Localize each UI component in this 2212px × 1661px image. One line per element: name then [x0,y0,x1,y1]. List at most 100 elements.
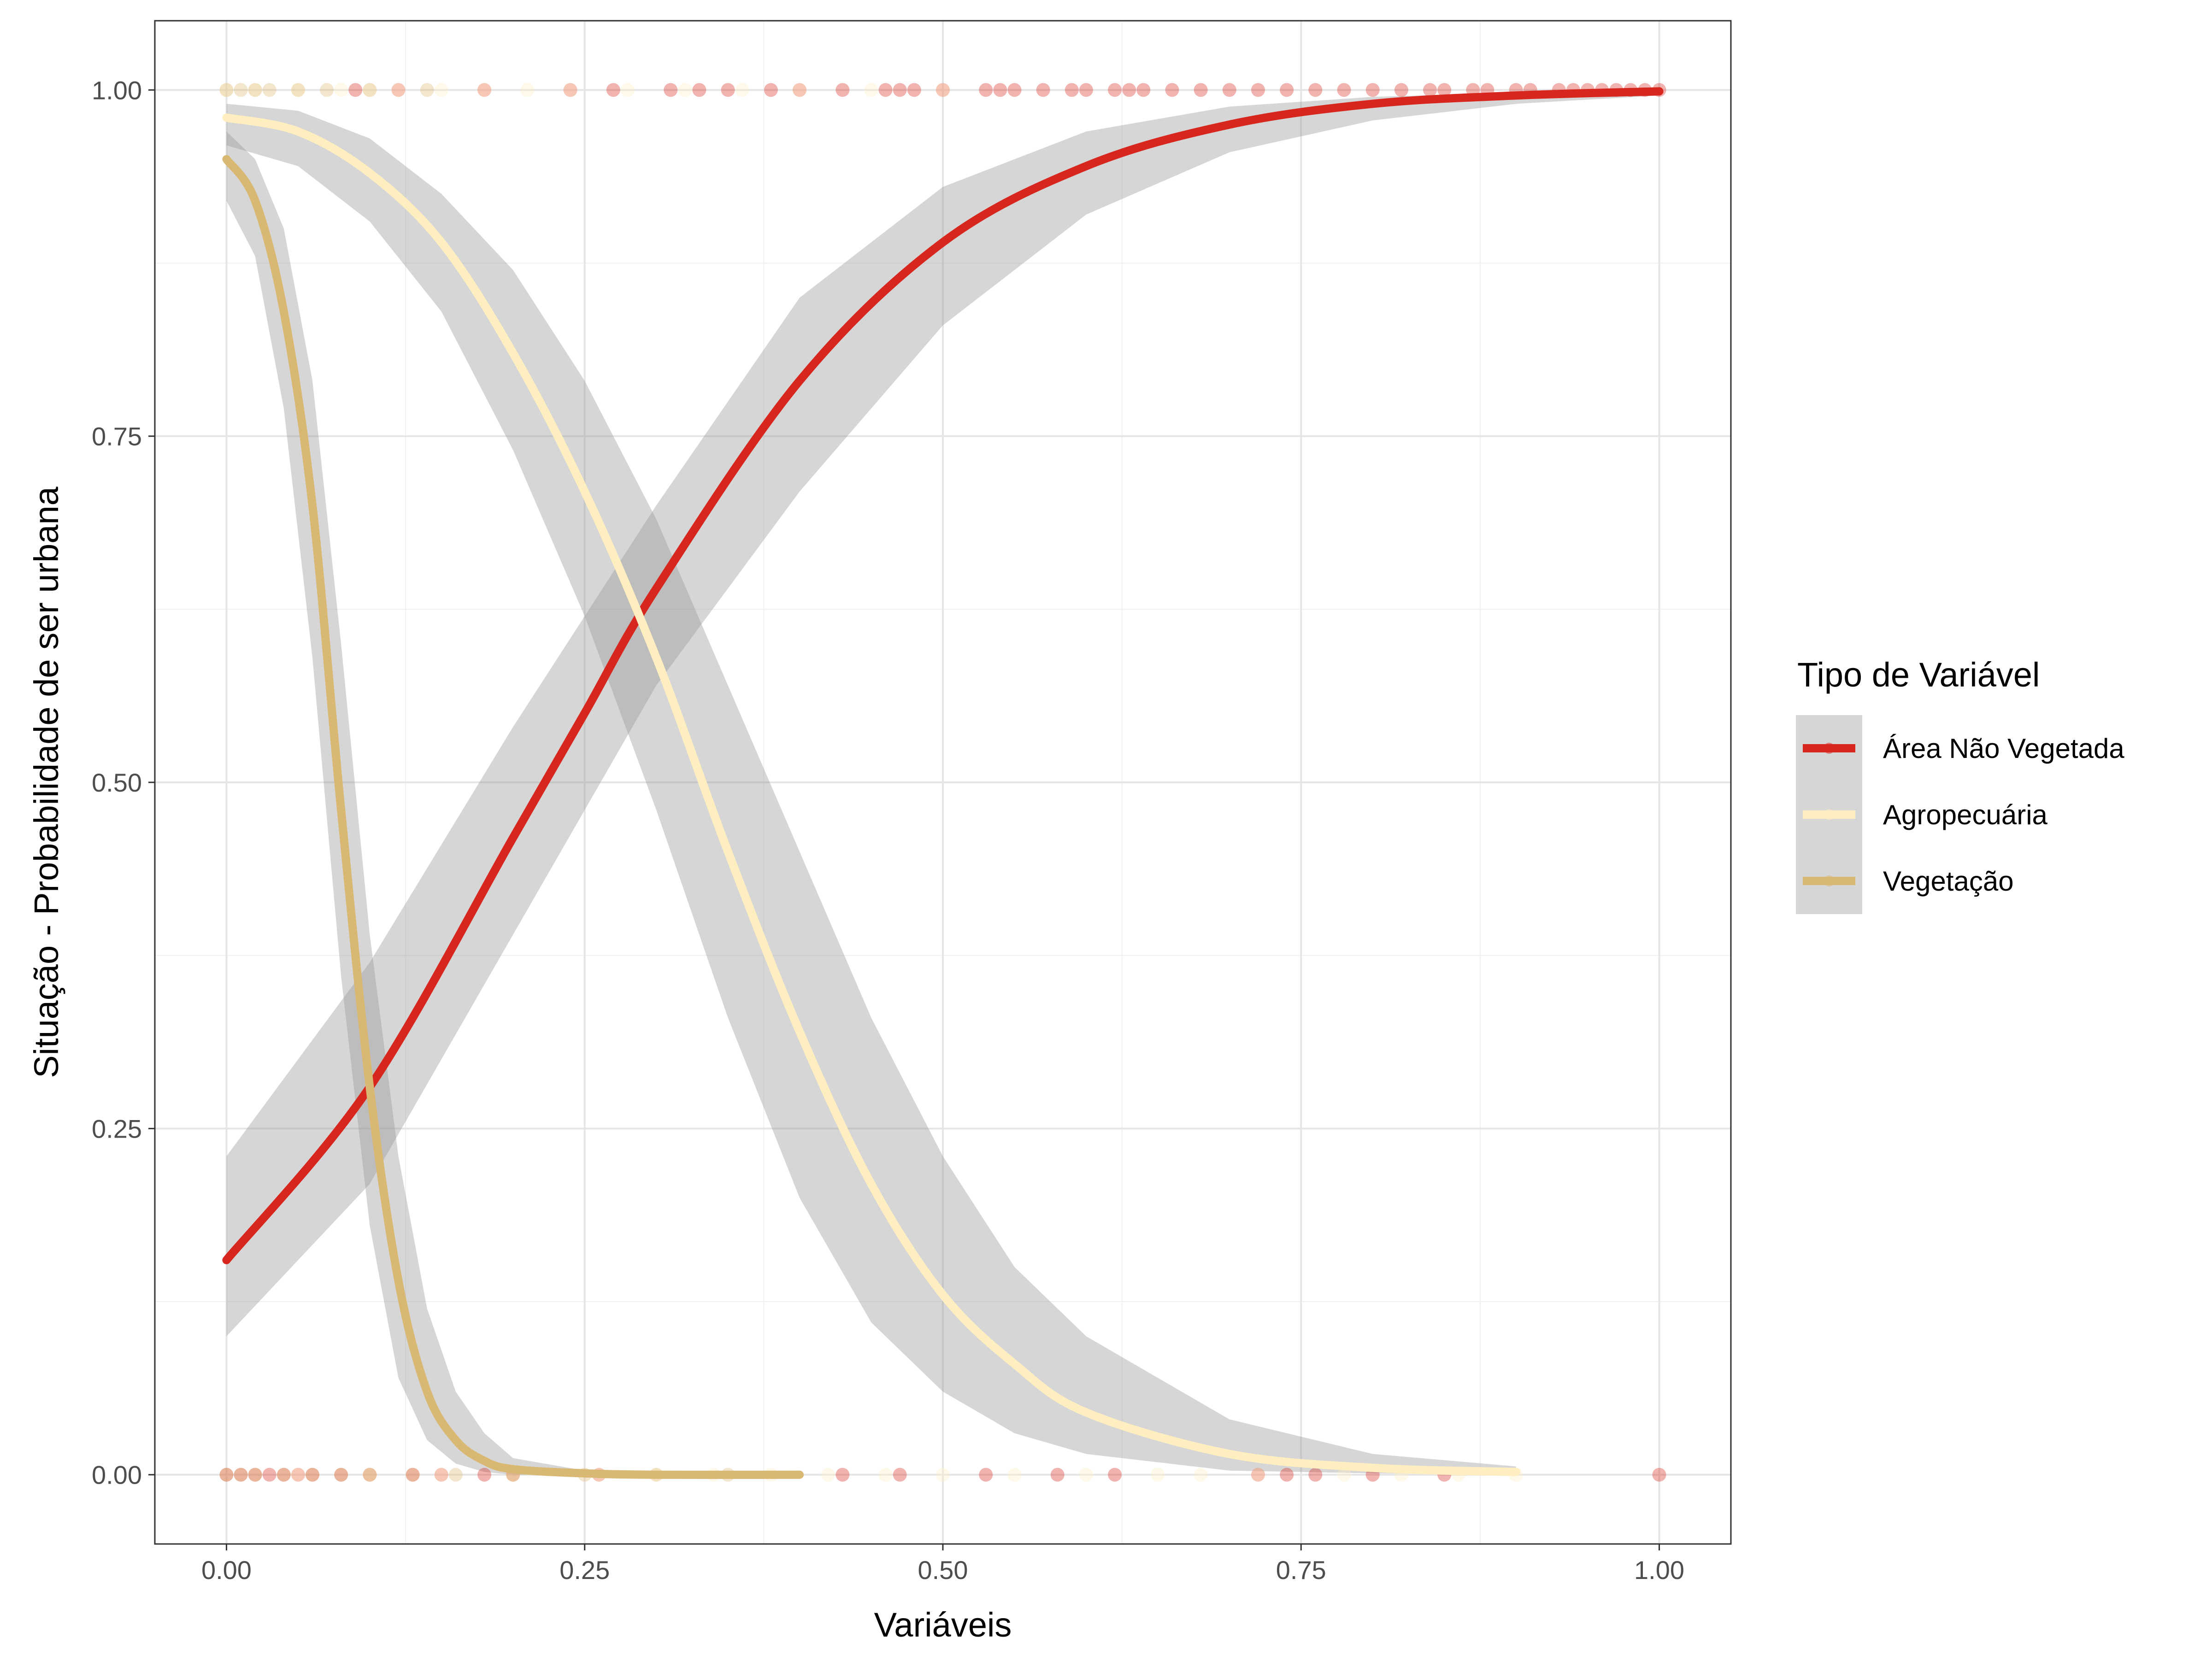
data-point [878,1467,893,1482]
data-point [1151,1467,1165,1482]
data-point [878,83,893,97]
series-line [222,113,1520,1476]
data-point [563,83,577,97]
legend-label: Área Não Vegetada [1883,733,2124,764]
data-point [219,1467,234,1482]
data-point [363,83,377,97]
data-point [363,1467,377,1482]
data-point [907,83,921,97]
data-point [334,1467,348,1482]
data-point [363,83,377,97]
data-point [291,83,305,97]
data-point [1251,1467,1265,1482]
data-point [320,83,334,97]
x-tick-label: 0.50 [918,1555,968,1585]
y-tick-label: 0.75 [92,422,142,451]
data-point [219,83,234,97]
data-point [764,83,778,97]
data-point [1108,1467,1122,1482]
data-point [1079,83,1093,97]
confidence-bands [226,90,1659,1475]
data-point [793,83,807,97]
data-point [219,83,234,97]
data-point [692,83,706,97]
data-point [936,1467,950,1482]
data-point [1394,83,1408,97]
y-tick-label: 0.25 [92,1114,142,1143]
data-point [448,1467,463,1482]
data-point [1251,83,1265,97]
data-point [979,1467,993,1482]
data-point [477,83,492,97]
data-point [893,83,907,97]
x-tick-label: 0.25 [559,1555,610,1585]
data-point [348,83,363,97]
legend-items: Área Não Vegetada Agropecuária Vegetação [1796,715,2124,914]
data-point [979,83,993,97]
data-point [363,1467,377,1482]
series-line [222,87,1664,1264]
data-point [793,83,807,97]
data-point [864,83,878,97]
data-point [1308,1467,1323,1482]
data-point [234,1467,248,1482]
data-point [993,83,1007,97]
data-point [936,83,950,97]
data-point [835,83,850,97]
y-tick-label: 0.00 [92,1461,142,1490]
data-point [1194,83,1208,97]
data-point [391,83,406,97]
data-point [1222,83,1236,97]
legend-label: Agropecuária [1883,799,2048,830]
data-point [248,83,262,97]
data-point [1437,83,1452,97]
confidence-band [226,131,800,1475]
data-point [248,1467,262,1482]
legend-key-point [1824,875,1835,886]
x-tick-label: 0.00 [201,1555,252,1585]
data-point [936,83,950,97]
data-point [291,1467,305,1482]
data-point [1007,1467,1022,1482]
legend-key-point [1824,809,1835,820]
data-point [821,1467,835,1482]
data-point [477,83,492,97]
data-point [1337,1467,1351,1482]
data-point [664,83,678,97]
data-point [1079,1467,1093,1482]
data-point [563,83,577,97]
data-point [276,1467,291,1482]
data-point [420,83,434,97]
data-point [1280,83,1294,97]
data-point [306,1467,319,1482]
data-point [1050,1467,1065,1482]
data-point [434,1467,448,1482]
x-axis-title: Variáveis [874,1606,1012,1644]
data-point [735,83,749,97]
data-point [1337,83,1351,97]
data-point [1036,83,1050,97]
data-point [1108,83,1122,97]
data-point [406,1467,420,1482]
data-point [1280,1467,1294,1482]
data-point [1122,83,1136,97]
data-point [363,1467,377,1482]
data-point [334,1467,348,1482]
data-point [248,83,262,97]
legend-key-point [1824,743,1835,754]
data-point [1365,83,1380,97]
data-point [835,1467,850,1482]
data-point [1652,1467,1666,1482]
data-point [721,83,735,97]
data-point [406,1467,420,1482]
data-point [520,83,535,97]
data-point [291,83,305,97]
confidence-band [226,104,1516,1475]
x-tick-label: 0.75 [1276,1555,1326,1585]
data-point [219,1467,234,1482]
data-point [678,83,692,97]
data-point [262,1467,276,1482]
